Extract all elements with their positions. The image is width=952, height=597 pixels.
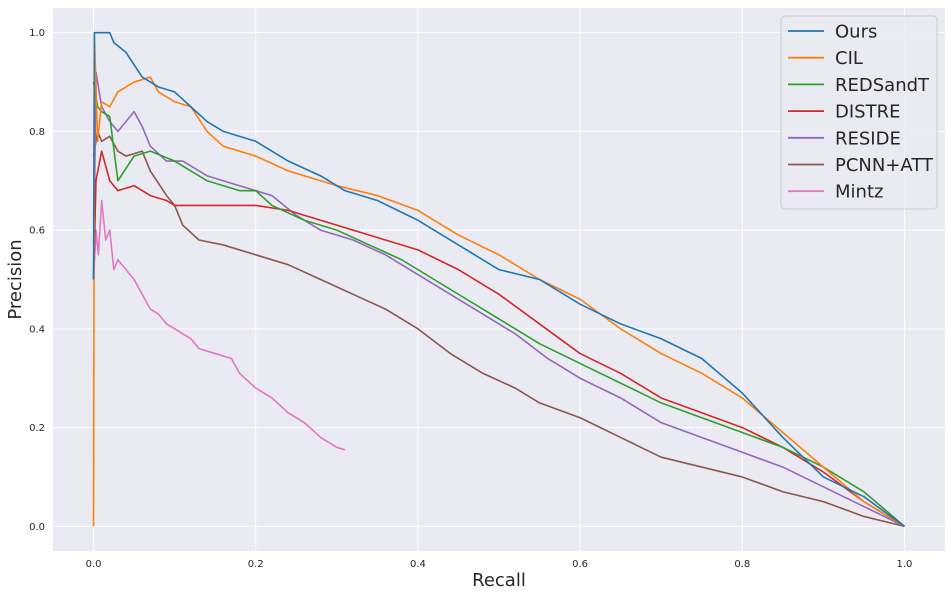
x-tick-label: 0.6 [572,559,588,570]
y-axis-ticks: 0.0 0.2 0.4 0.6 0.8 1.0 [29,28,45,533]
x-tick-label: 0.8 [734,559,750,570]
x-axis-label: Recall [472,570,526,591]
legend-label: RESIDE [835,128,901,149]
series-line-pcnn-att [92,130,905,528]
legend-label: PCNN+ATT [835,155,934,176]
y-tick-label: 0.0 [29,522,45,533]
legend: Ours CIL REDSandT DISTRE RESIDE PCNN+ATT Mintz [780,15,938,210]
series-line-reside [92,71,905,528]
series-line-mintz [92,199,346,451]
series-line-redsandt [92,81,905,527]
legend-label: Ours [835,22,877,43]
series-line-ours [92,31,905,527]
series-lines [92,31,905,528]
y-tick-label: 0.4 [29,324,45,335]
x-tick-label: 0.4 [410,559,426,570]
series-line-distre [92,150,905,528]
x-tick-label: 0.2 [248,559,264,570]
x-tick-label: 1.0 [897,559,913,570]
x-tick-label: 0.0 [86,559,102,570]
legend-label: Mintz [835,182,883,203]
legend-box [780,15,938,210]
legend-label: DISTRE [835,102,900,123]
y-axis-label: Precision [5,239,26,319]
legend-label: REDSandT [835,75,930,96]
y-tick-label: 1.0 [29,28,45,39]
series-line-cil [92,31,905,528]
y-tick-label: 0.8 [29,127,45,138]
x-axis-ticks: 0.0 0.2 0.4 0.6 0.8 1.0 [86,559,913,570]
y-tick-label: 0.2 [29,423,45,434]
legend-label: CIL [835,48,863,69]
y-tick-label: 0.6 [29,226,45,237]
